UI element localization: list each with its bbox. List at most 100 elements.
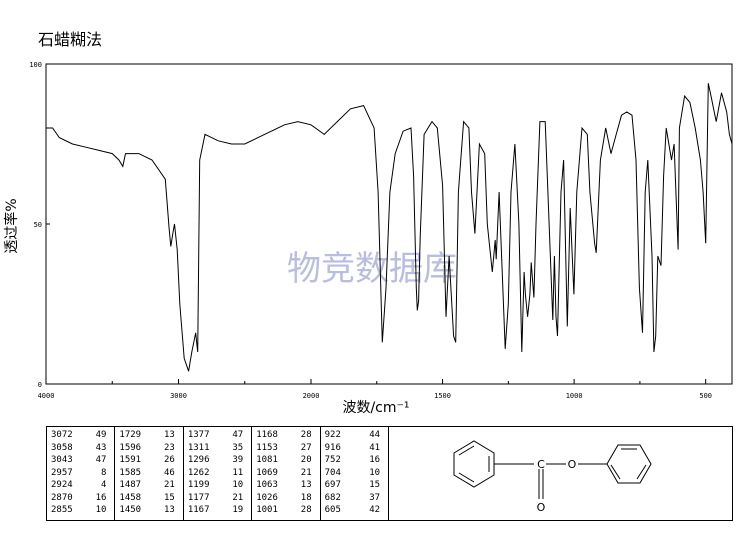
- peak-wavenumber: 1262: [187, 467, 210, 478]
- peak-transmittance: 44: [369, 430, 381, 440]
- peak-wavenumber: 1458: [119, 492, 142, 503]
- peak-wavenumber: 3043: [51, 455, 73, 465]
- peak-transmittance: 10: [95, 505, 107, 515]
- x-tick-label: 2000: [303, 392, 320, 400]
- x-tick-label: 3000: [170, 392, 187, 400]
- peak-transmittance: 28: [300, 430, 312, 440]
- peak-transmittance: 4: [100, 480, 107, 490]
- peak-row: 605 42: [325, 504, 386, 517]
- peak-row: 1026 18: [256, 492, 317, 505]
- peak-row: 1377 47: [188, 429, 249, 442]
- peak-wavenumber: 3058: [51, 442, 73, 453]
- peak-row: 1063 13: [256, 479, 317, 492]
- peak-transmittance: 13: [163, 505, 175, 515]
- y-axis-ticks: 0 50 100: [29, 61, 50, 389]
- peak-row: 1167 19: [188, 504, 249, 517]
- peak-row: 1311 35: [188, 442, 249, 455]
- peak-wavenumber: 2957: [51, 467, 73, 478]
- peak-wavenumber: 1167: [187, 505, 210, 515]
- peak-transmittance: 16: [95, 492, 107, 503]
- x-axis-label: 波数/cm⁻¹: [342, 400, 409, 416]
- peak-wavenumber: 704: [324, 467, 341, 478]
- peak-wavenumber: 682: [324, 492, 341, 503]
- ester-oxygen-label: O: [568, 458, 577, 471]
- chart-title: 石蜡糊法: [38, 30, 103, 49]
- peak-row: 3043 47: [51, 454, 112, 467]
- peak-wavenumber: 3072: [51, 430, 73, 440]
- peak-wavenumber: 697: [324, 480, 341, 490]
- peak-wavenumber: 1296: [187, 455, 210, 465]
- x-tick-label: 1500: [434, 392, 451, 400]
- peak-row: 1001 28: [256, 504, 317, 517]
- peak-table: 3072 49 3058 43 3043 47 2957 8 2924 4 2870 16 2855 10…: [46, 426, 389, 521]
- right-benzene-ring: [606, 444, 652, 484]
- peak-wavenumber: 1153: [256, 442, 278, 453]
- peak-wavenumber: 1591: [119, 455, 142, 465]
- peak-transmittance: 15: [369, 480, 381, 490]
- peak-row: 3058 43: [51, 442, 112, 455]
- watermark: 物竞数据库: [287, 249, 457, 289]
- peak-row: 1199 10: [188, 479, 249, 492]
- peak-transmittance: 21: [163, 480, 175, 490]
- peak-row: 1081 20: [256, 454, 317, 467]
- peak-column: 1729 13 1596 23 1591 26 1585 46 1487 21 1458 15 1450…: [115, 427, 184, 520]
- peak-transmittance: 35: [232, 442, 244, 453]
- spectrum-line: [46, 83, 733, 372]
- x-axis-ticks: 4000 3000 2000 1500 1000 500: [38, 379, 712, 400]
- peak-row: 1262 11: [188, 467, 249, 480]
- peak-wavenumber: 1487: [119, 480, 142, 490]
- peak-wavenumber: 1199: [187, 480, 210, 490]
- peak-wavenumber: 922: [324, 430, 341, 440]
- peak-row: 1153 27: [256, 442, 317, 455]
- peak-transmittance: 43: [95, 442, 107, 453]
- structure-panel: C O O: [389, 426, 733, 521]
- peak-wavenumber: 2924: [51, 480, 73, 490]
- peak-wavenumber: 1729: [119, 430, 142, 440]
- peak-wavenumber: 1081: [256, 455, 278, 465]
- y-tick-label: 0: [38, 381, 42, 389]
- peak-wavenumber: 2870: [51, 492, 73, 503]
- peak-row: 1450 13: [119, 504, 180, 517]
- peak-row: 2855 10: [51, 504, 112, 517]
- left-benzene-ring: [453, 440, 495, 488]
- peak-row: 1729 13: [119, 429, 180, 442]
- peak-row: 697 15: [325, 479, 386, 492]
- x-tick-label: 500: [699, 392, 712, 400]
- peak-row: 752 16: [325, 454, 386, 467]
- peak-wavenumber: 1596: [119, 442, 142, 453]
- peak-row: 1596 23: [119, 442, 180, 455]
- peak-transmittance: 19: [232, 505, 244, 515]
- peak-transmittance: 21: [300, 467, 312, 478]
- peak-wavenumber: 1168: [256, 430, 278, 440]
- peak-transmittance: 10: [232, 480, 244, 490]
- peak-transmittance: 26: [163, 455, 175, 465]
- peak-transmittance: 21: [232, 492, 244, 503]
- peak-transmittance: 42: [369, 505, 381, 515]
- peak-transmittance: 49: [95, 430, 107, 440]
- peak-column: 922 44 916 41 752 16 704 10 697 15 682 37 605 42: [321, 427, 388, 520]
- peak-wavenumber: 1177: [187, 492, 210, 503]
- peak-wavenumber: 1001: [256, 505, 278, 515]
- peak-wavenumber: 1585: [119, 467, 142, 478]
- x-tick-label: 4000: [38, 392, 55, 400]
- peak-row: 2870 16: [51, 492, 112, 505]
- peak-wavenumber: 1026: [256, 492, 278, 503]
- peak-transmittance: 16: [369, 455, 381, 465]
- peak-transmittance: 15: [163, 492, 175, 503]
- peak-row: 1168 28: [256, 429, 317, 442]
- phenyl-benzoate-structure: C O O: [453, 440, 652, 514]
- peak-column: 3072 49 3058 43 3043 47 2957 8 2924 4 2870 16 2855 10: [47, 427, 116, 520]
- peak-transmittance: 47: [232, 430, 244, 440]
- peak-transmittance: 11: [232, 467, 244, 478]
- peak-wavenumber: 2855: [51, 505, 73, 515]
- peak-wavenumber: 1063: [256, 480, 278, 490]
- y-axis-label: 透过率%: [3, 198, 20, 253]
- peak-row: 682 37: [325, 492, 386, 505]
- peak-transmittance: 47: [95, 455, 107, 465]
- peak-wavenumber: 1450: [119, 505, 142, 515]
- peak-wavenumber: 1377: [187, 430, 210, 440]
- peak-row: 916 41: [325, 442, 386, 455]
- carbonyl-carbon-label: C: [537, 458, 545, 471]
- peak-wavenumber: 1069: [256, 467, 278, 478]
